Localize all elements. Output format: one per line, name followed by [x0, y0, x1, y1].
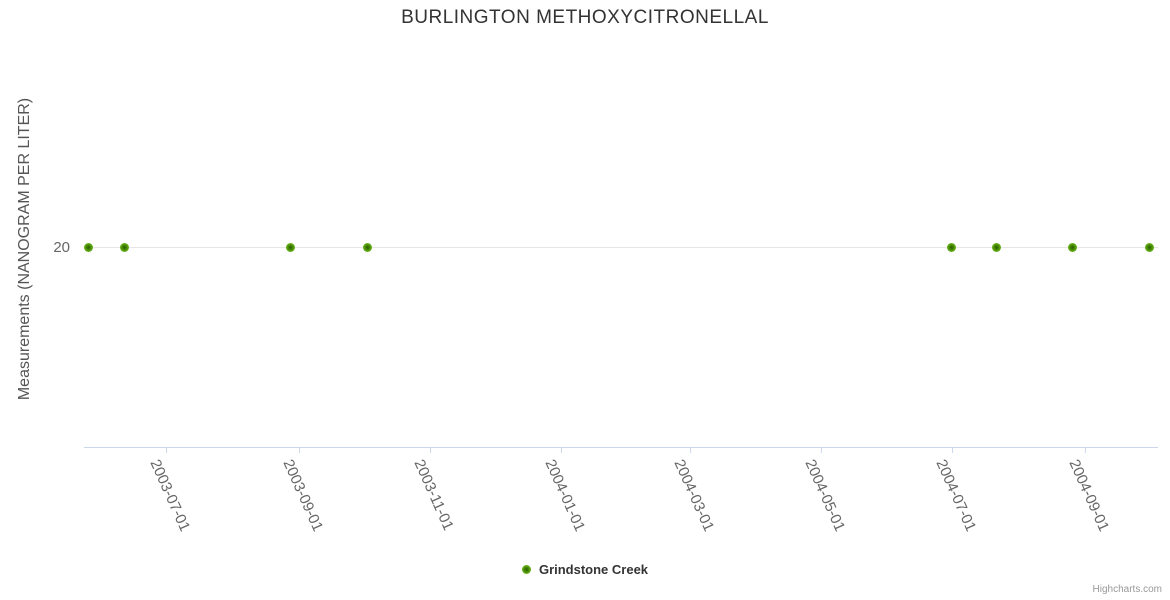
data-point-marker[interactable] — [363, 242, 373, 252]
x-axis-tick — [561, 447, 562, 453]
x-axis-tick-label: 2003-09-01 — [279, 457, 327, 535]
x-axis-tick-label: 2003-07-01 — [146, 457, 194, 535]
data-point-marker[interactable] — [947, 242, 957, 252]
x-axis-tick — [299, 447, 300, 453]
y-axis-tick-label: 20 — [53, 239, 70, 256]
x-axis-tick-label: 2004-01-01 — [541, 457, 589, 535]
x-axis-tick — [690, 447, 691, 453]
data-point-marker[interactable] — [285, 242, 295, 252]
legend-item-grindstone-creek[interactable]: Grindstone Creek — [521, 562, 649, 577]
chart-title: BURLINGTON METHOXYCITRONELLAL — [401, 7, 769, 28]
y-gridline — [84, 247, 1158, 248]
x-axis-tick — [821, 447, 822, 453]
x-axis-tick — [952, 447, 953, 453]
x-axis-tick-label: 2004-07-01 — [932, 457, 980, 535]
legend-marker-icon — [521, 565, 531, 574]
x-axis-tick — [1085, 447, 1086, 453]
legend: Grindstone Creek — [0, 562, 1170, 577]
data-point-marker[interactable] — [83, 242, 93, 252]
x-axis-tick-label: 2004-05-01 — [801, 457, 849, 535]
x-axis-line — [84, 447, 1158, 448]
x-axis-tick-label: 2004-03-01 — [670, 457, 718, 535]
x-axis-tick-label: 2004-09-01 — [1065, 457, 1113, 535]
highcharts-credit-link[interactable]: Highcharts.com — [1092, 584, 1162, 595]
data-point-marker[interactable] — [120, 242, 130, 252]
x-axis-tick — [430, 447, 431, 453]
x-axis-tick-label: 2003-11-01 — [410, 457, 457, 534]
legend-item-label: Grindstone Creek — [538, 562, 649, 577]
data-point-marker[interactable] — [1144, 242, 1154, 252]
data-point-marker[interactable] — [992, 242, 1002, 252]
x-axis-tick — [166, 447, 167, 453]
data-point-marker[interactable] — [1067, 242, 1077, 252]
